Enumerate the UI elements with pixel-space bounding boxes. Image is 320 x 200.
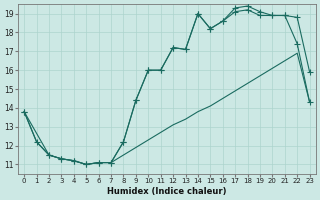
- X-axis label: Humidex (Indice chaleur): Humidex (Indice chaleur): [107, 187, 227, 196]
